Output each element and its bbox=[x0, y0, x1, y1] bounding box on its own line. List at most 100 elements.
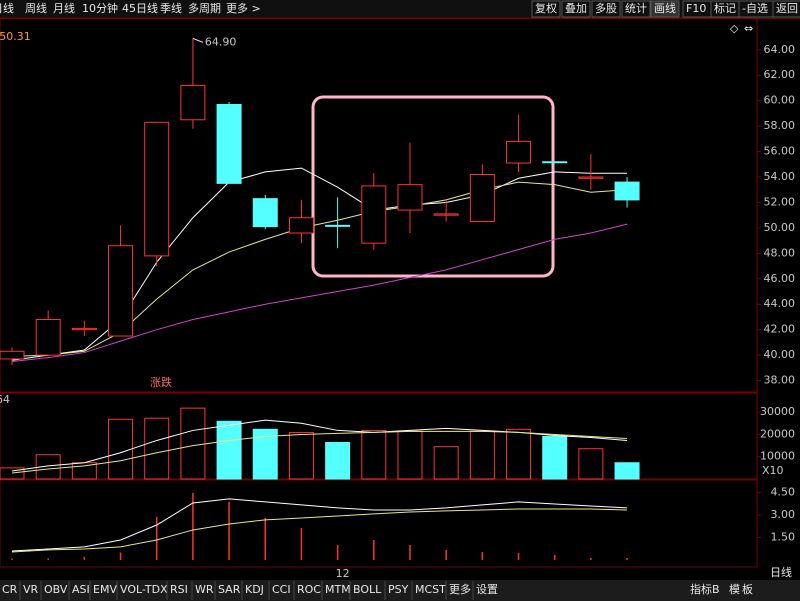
action-button[interactable]: 标记 bbox=[714, 1, 736, 15]
indicator-tab[interactable]: OBV bbox=[44, 583, 68, 596]
candle-body bbox=[469, 173, 495, 223]
candle-body bbox=[35, 318, 61, 356]
volume-bar bbox=[397, 430, 423, 480]
volume-bar bbox=[180, 407, 206, 480]
action-button[interactable]: 复权 bbox=[535, 1, 557, 15]
annotation: 64.90 bbox=[205, 35, 237, 48]
indicator-tab[interactable]: EMV bbox=[93, 583, 117, 596]
indicator-tab[interactable]: PSY bbox=[388, 583, 409, 596]
button-frame bbox=[621, 0, 651, 18]
indicator-tab[interactable]: ROC bbox=[297, 583, 321, 596]
y-tick-label: 56.00 bbox=[764, 145, 796, 158]
candle-body bbox=[397, 184, 423, 211]
indicator-tab[interactable]: KDJ bbox=[245, 583, 264, 596]
ma-line bbox=[11, 167, 628, 361]
candle-body bbox=[180, 84, 206, 121]
price-readout: : 50.31 bbox=[0, 30, 31, 43]
volume-bar bbox=[433, 446, 459, 480]
indicator-tab[interactable]: MTM bbox=[325, 583, 351, 596]
y-tick-label: 30000 bbox=[760, 405, 795, 418]
period-tab[interactable]: 季线 bbox=[160, 1, 182, 15]
period-tab[interactable]: 多周期 bbox=[188, 1, 221, 15]
candle-body bbox=[614, 181, 640, 201]
y-tick-label: 4.50 bbox=[771, 485, 796, 498]
candle-body bbox=[0, 350, 25, 360]
y-tick-label: 38.00 bbox=[764, 374, 796, 387]
indicator-tab[interactable]: MCST bbox=[415, 583, 446, 596]
volume-bar bbox=[108, 418, 134, 480]
y-tick-label: 50.00 bbox=[764, 221, 796, 234]
candle-body bbox=[361, 185, 387, 244]
indicator-tab[interactable]: VOL-TDX bbox=[120, 583, 168, 596]
period-tab[interactable]: 10分钟 bbox=[82, 1, 118, 15]
volume-bar bbox=[35, 454, 61, 480]
action-button[interactable]: 多股 bbox=[595, 1, 617, 15]
indicator-tab[interactable]: ASI bbox=[72, 583, 90, 596]
y-tick-label: 42.00 bbox=[764, 323, 796, 336]
ma-line bbox=[11, 181, 628, 357]
indicator-tab[interactable]: RSI bbox=[170, 583, 188, 596]
bottom-button[interactable]: 模 bbox=[729, 583, 740, 596]
top-bar bbox=[0, 0, 800, 18]
price-panel bbox=[0, 17, 758, 393]
period-label: 日线 bbox=[770, 565, 792, 579]
indicator-tab[interactable]: SAR bbox=[218, 583, 241, 596]
candle-body bbox=[252, 198, 278, 228]
candle-body bbox=[71, 327, 97, 331]
y-tick-label: 54.00 bbox=[764, 170, 796, 183]
candle-body bbox=[506, 140, 532, 164]
volume-bar bbox=[144, 417, 170, 480]
ma-line bbox=[11, 223, 628, 362]
y-tick-label: 52.00 bbox=[764, 195, 796, 208]
action-button[interactable]: 返回 bbox=[776, 2, 798, 15]
action-button[interactable]: F10 bbox=[686, 2, 706, 15]
button-frame bbox=[591, 0, 621, 18]
candle-body bbox=[108, 245, 134, 337]
action-button[interactable]: 叠加 bbox=[565, 2, 587, 15]
period-tab[interactable]: 周线 bbox=[25, 1, 47, 15]
button-frame bbox=[772, 0, 800, 18]
volume-bar bbox=[542, 435, 568, 480]
indicator-tab[interactable]: VR bbox=[23, 583, 39, 596]
period-tab[interactable]: 更多 > bbox=[226, 1, 261, 15]
candle-body bbox=[578, 176, 604, 179]
ma-line bbox=[11, 508, 628, 553]
candle-body bbox=[144, 121, 170, 257]
button-frame bbox=[531, 0, 561, 18]
candle-body bbox=[433, 213, 459, 216]
volume-bar bbox=[288, 431, 314, 480]
indicator-tab[interactable]: CR bbox=[2, 583, 18, 596]
x-tick-label: 12 bbox=[336, 567, 350, 580]
action-button[interactable]: -自选 bbox=[742, 2, 768, 15]
indicator-tab[interactable]: WR bbox=[195, 583, 214, 596]
y-tick-label: 40.00 bbox=[764, 348, 796, 361]
candle-body bbox=[325, 224, 351, 227]
volume-panel bbox=[0, 392, 758, 480]
indicator-tab[interactable]: CCI bbox=[272, 583, 291, 596]
icon[interactable]: ◇ bbox=[730, 22, 739, 35]
bottom-button[interactable]: 指标B bbox=[690, 582, 720, 596]
period-tab[interactable]: 45日线 bbox=[122, 1, 158, 15]
volume-bar bbox=[325, 441, 351, 480]
highlight-box bbox=[311, 95, 555, 278]
indicator-tab[interactable]: 更多 bbox=[449, 582, 471, 596]
volume-bar bbox=[578, 448, 604, 480]
action-button[interactable]: 统计 bbox=[625, 2, 647, 15]
y-tick-label: 64.00 bbox=[764, 43, 796, 56]
icon[interactable]: ⇔ bbox=[744, 22, 753, 35]
button-frame bbox=[650, 0, 680, 18]
period-tab[interactable]: 月线 bbox=[53, 1, 75, 15]
indicator-tab[interactable]: 设置 bbox=[476, 583, 498, 596]
volume-bar bbox=[361, 429, 387, 480]
bottom-button[interactable]: 板 bbox=[742, 582, 753, 596]
y-tick-label: 58.00 bbox=[764, 119, 796, 132]
y-tick-label: 46.00 bbox=[764, 272, 796, 285]
y-tick-label: 60.00 bbox=[764, 94, 796, 107]
indicator-panel bbox=[0, 479, 758, 568]
action-button[interactable]: 画线 bbox=[654, 1, 676, 15]
period-tab[interactable]: 日线 bbox=[0, 1, 14, 15]
indicator-tab[interactable]: BOLL bbox=[353, 583, 382, 596]
y-tick-label: 44.00 bbox=[764, 297, 796, 310]
